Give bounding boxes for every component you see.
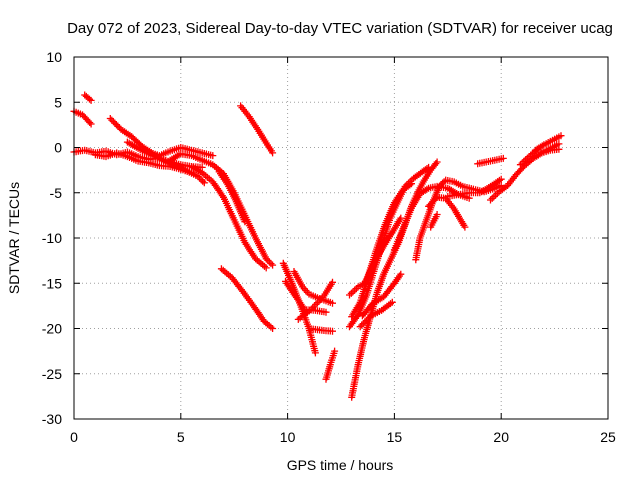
series-arc-25 — [361, 214, 405, 287]
series-arc-17 — [294, 278, 336, 323]
series-arc-18 — [322, 347, 339, 383]
series-arc-24 — [358, 270, 405, 320]
data-point-markers — [294, 278, 336, 323]
x-tick-label: 10 — [280, 429, 296, 445]
data-point-markers — [322, 347, 339, 383]
y-tick-label: -30 — [42, 411, 62, 427]
x-tick-label: 15 — [387, 429, 403, 445]
y-tick-label: 5 — [54, 94, 62, 110]
series-arc-11 — [237, 102, 277, 157]
data-point-markers — [444, 175, 505, 200]
data-point-markers — [217, 265, 277, 332]
y-axis-label: SDTVAR / TECUs — [6, 182, 22, 294]
series-arc-31 — [474, 154, 507, 168]
data-point-markers — [305, 325, 336, 335]
data-point-markers — [361, 214, 405, 287]
data-point-markers — [188, 163, 270, 272]
data-points — [70, 91, 565, 401]
y-tick-label: -5 — [50, 185, 63, 201]
data-point-markers — [356, 298, 396, 331]
x-axis-label: GPS time / hours — [287, 457, 394, 473]
series-arc-29 — [427, 211, 441, 231]
data-point-markers — [215, 168, 249, 226]
series-arc-28 — [425, 193, 469, 231]
x-tick-label: 25 — [600, 429, 616, 445]
series-arc-30 — [444, 175, 505, 200]
y-tick-label: -20 — [42, 321, 62, 337]
y-tick-label: 0 — [54, 140, 62, 156]
y-tick-label: -15 — [42, 275, 62, 291]
data-point-markers — [145, 144, 217, 160]
series-arc-34 — [538, 145, 563, 157]
data-point-markers — [474, 154, 507, 168]
series-arc-02 — [81, 91, 95, 104]
series-arc-16 — [305, 325, 336, 335]
series-arc-12 — [217, 265, 277, 332]
series-arc-09 — [188, 163, 270, 272]
y-tick-label: 10 — [46, 49, 62, 65]
data-point-markers — [516, 145, 541, 169]
grid-lines — [74, 57, 608, 419]
series-arc-35 — [516, 145, 541, 169]
x-tick-label: 0 — [70, 429, 78, 445]
series-arc-23 — [356, 298, 396, 331]
data-point-markers — [425, 193, 469, 231]
x-tick-label: 5 — [177, 429, 185, 445]
y-tick-label: -25 — [42, 366, 62, 382]
series-arc-07 — [145, 144, 217, 160]
data-point-markers — [81, 91, 95, 104]
series-arc-10 — [215, 168, 249, 226]
x-tick-label: 20 — [493, 429, 509, 445]
data-point-markers — [358, 270, 405, 320]
data-point-markers — [538, 145, 563, 157]
y-tick-label: -10 — [42, 230, 62, 246]
data-point-markers — [237, 102, 277, 157]
axis-ticks: 0 5 10 15 20 25 -30 -25 -20 -15 -10 -5 0 5 10 — [42, 49, 616, 445]
chart-title: Day 072 of 2023, Sidereal Day-to-day VTE… — [67, 20, 613, 37]
data-point-markers — [427, 211, 441, 231]
